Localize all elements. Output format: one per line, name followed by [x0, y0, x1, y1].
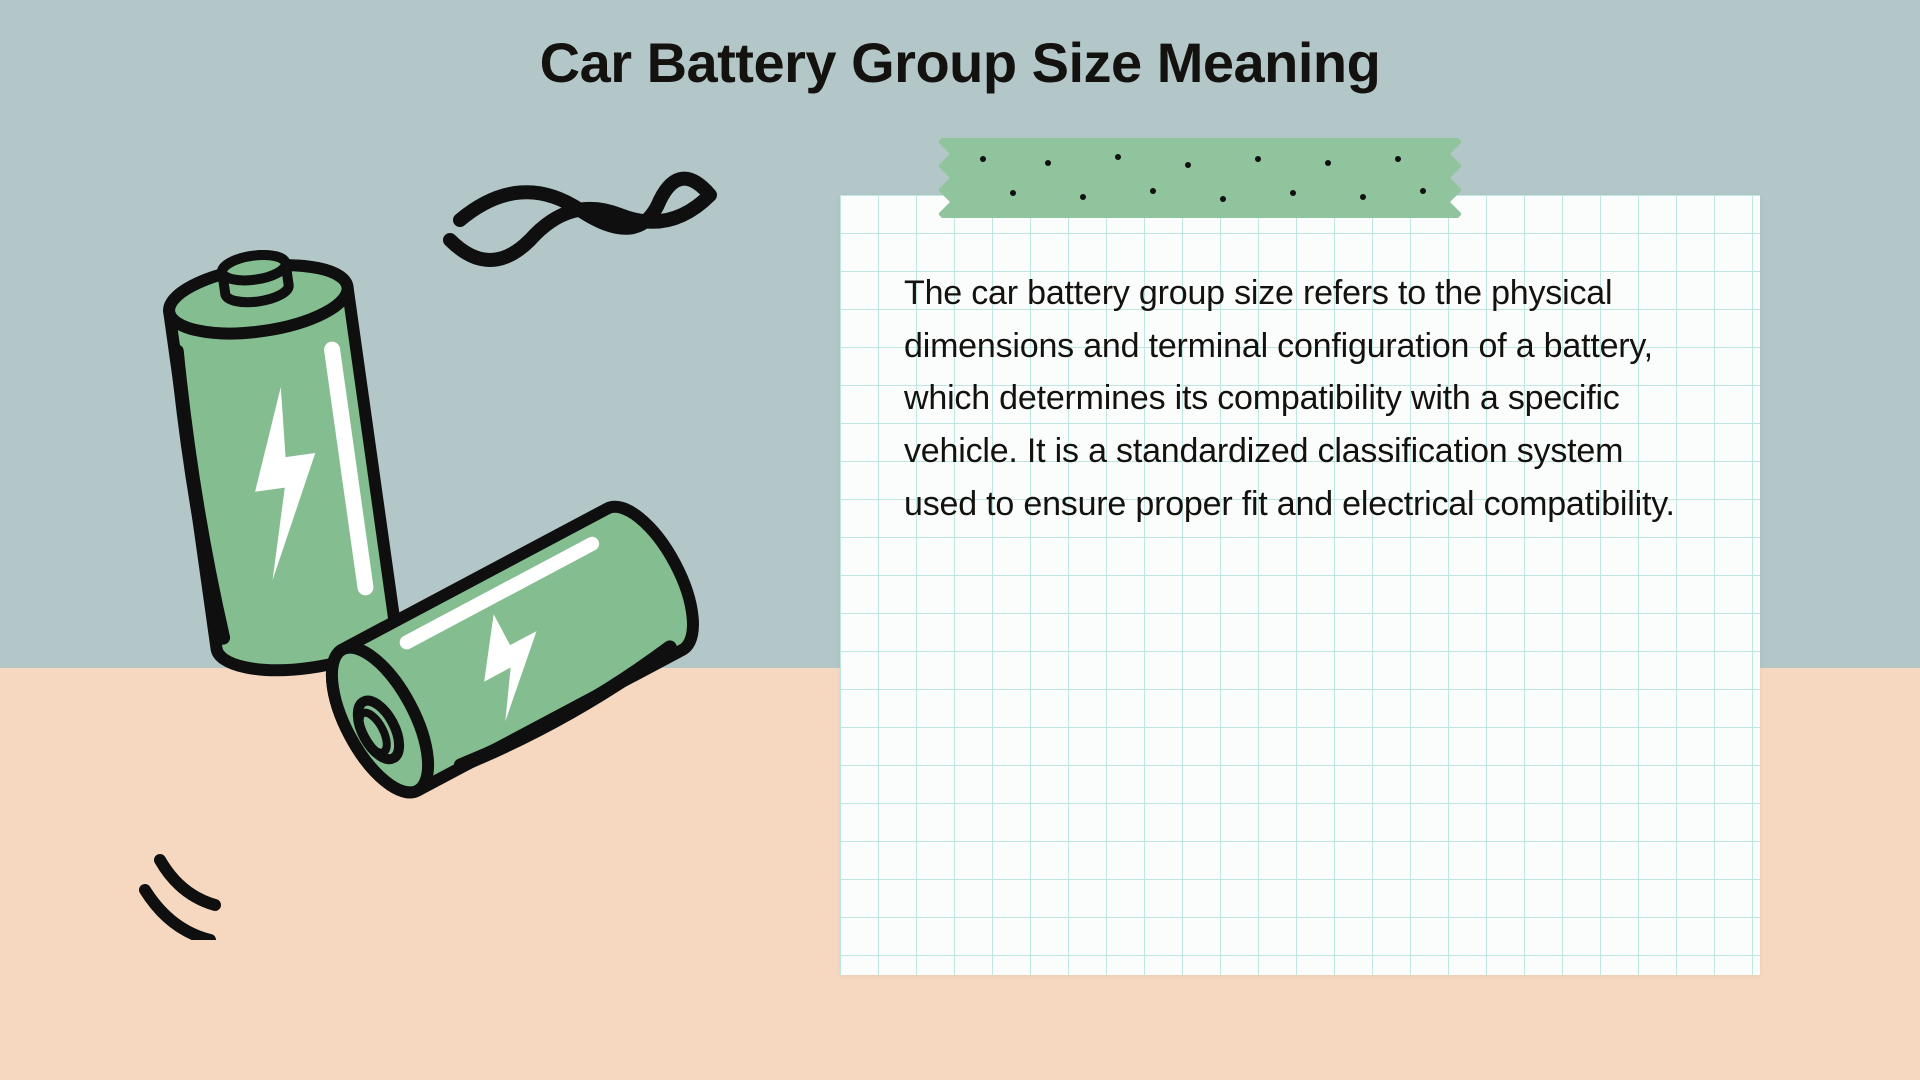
tape-dot: [1290, 190, 1296, 196]
tape-dot: [1080, 194, 1086, 200]
slide-canvas: Car Battery Group Size Meaning: [0, 0, 1920, 1080]
battery-standing: [163, 243, 399, 680]
tape-dot: [1325, 160, 1331, 166]
tape-dot: [1360, 194, 1366, 200]
slide-title: Car Battery Group Size Meaning: [0, 30, 1920, 95]
tape-dot: [1010, 190, 1016, 196]
tape-dot: [1395, 156, 1401, 162]
note-card: The car battery group size refers to the…: [840, 195, 1760, 975]
motion-lines-icon: [145, 860, 215, 940]
tape-edge-right: [1449, 138, 1461, 218]
scribble-icon: [450, 179, 710, 260]
battery-illustration: [100, 140, 800, 940]
tape-dot: [1255, 156, 1261, 162]
tape-dot: [1185, 162, 1191, 168]
tape-dot: [980, 156, 986, 162]
washi-tape: [950, 138, 1450, 218]
tape-edge-left: [939, 138, 951, 218]
tape-dot: [1115, 154, 1121, 160]
tape-dot: [1150, 188, 1156, 194]
tape-dot: [1420, 188, 1426, 194]
note-text: The car battery group size refers to the…: [904, 267, 1696, 530]
tape-dot: [1220, 196, 1226, 202]
tape-dot: [1045, 160, 1051, 166]
battery-svg: [100, 140, 800, 940]
